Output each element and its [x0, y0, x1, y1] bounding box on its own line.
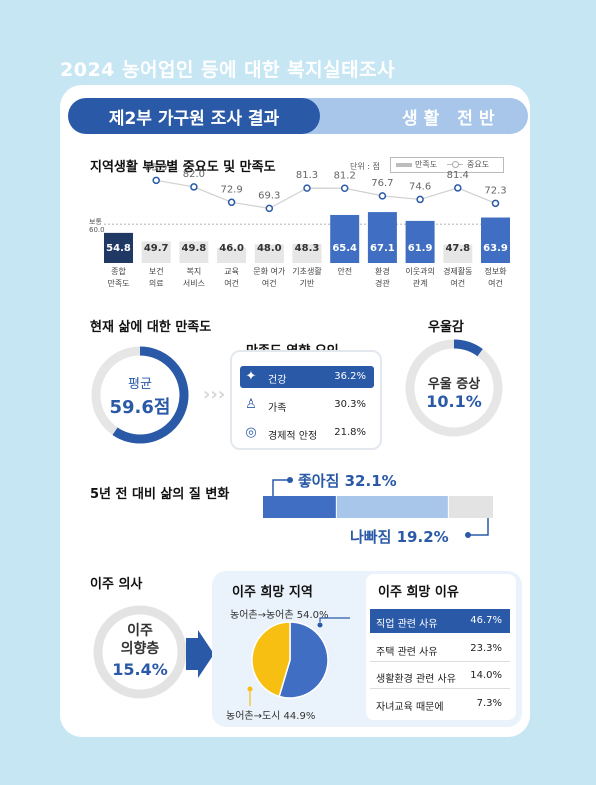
depression-title: 우울감	[428, 320, 464, 335]
avg-label: 평균	[128, 377, 152, 392]
chart-legend: 만족도 중요도	[390, 157, 504, 173]
family-icon: ♙	[245, 397, 257, 412]
factor-row-economy: ◎ 경제적 안정 21.8%	[240, 422, 374, 444]
reason-value: 23.3%	[470, 643, 502, 654]
life-change-title: 5년 전 대비 삶의 질 변화	[90, 487, 230, 502]
factor-value: 30.3%	[334, 399, 366, 410]
running-person-icon: ✦	[245, 369, 257, 384]
rural-to-city-text: 농어촌→도시 44.9%	[226, 711, 316, 722]
legend-importance-dot	[452, 161, 459, 168]
reason-label: 자녀교육 때문에	[376, 702, 444, 713]
worse-label: 나빠짐 19.2%	[350, 528, 449, 546]
factor-value: 21.8%	[334, 427, 366, 438]
factor-row-health: ✦ 건강 36.2%	[240, 366, 374, 388]
factor-row-family: ♙ 가족 30.3%	[240, 394, 374, 416]
part-label: 제2부 가구원 조사 결과	[108, 109, 280, 129]
reason-value: 7.3%	[476, 698, 502, 709]
migration-title: 이주 의사	[90, 577, 143, 592]
intent-value: 15.4%	[112, 660, 168, 679]
section-tab: 생활 전반	[298, 98, 528, 134]
factor-value: 36.2%	[334, 371, 366, 382]
rural-to-rural-text: 농어촌→농어촌 54.0%	[230, 610, 329, 621]
factor-label: 건강	[268, 375, 287, 386]
coins-icon: ◎	[245, 425, 257, 440]
region-title: 이주 희망 지역	[232, 585, 313, 600]
factors-box: ✦ 건강 36.2% ♙ 가족 30.3% ◎ 경제적 안정 21.8%	[230, 350, 382, 450]
depression-value: 10.1%	[426, 392, 482, 411]
reason-title: 이주 희망 이유	[378, 585, 459, 600]
reason-row: 주택 관련 사유 23.3%	[370, 637, 510, 662]
life-satisfaction-title: 현재 삶에 대한 만족도	[90, 320, 212, 335]
reason-row: 직업 관련 사유 46.7%	[370, 609, 510, 633]
section-label: 생활 전반	[402, 109, 501, 129]
reason-label: 생활환경 관련 사유	[376, 674, 456, 685]
reason-value: 14.0%	[470, 670, 502, 681]
reason-label: 직업 관련 사유	[376, 619, 438, 630]
reason-value: 46.7%	[470, 615, 502, 626]
reason-row: 자녀교육 때문에 7.3%	[370, 692, 510, 716]
reason-row: 생활환경 관련 사유 14.0%	[370, 664, 510, 689]
intent-label-1: 이주	[127, 623, 153, 639]
part-tab: 제2부 가구원 조사 결과	[68, 98, 320, 134]
better-label: 좋아짐 32.1%	[298, 472, 397, 490]
baseline-value: 60.0	[89, 226, 105, 234]
baseline-label: 보통	[89, 218, 102, 226]
legend-importance-label: 중요도	[467, 160, 490, 169]
avg-value: 59.6점	[109, 397, 171, 418]
section-header: 생활 전반 제2부 가구원 조사 결과	[68, 98, 528, 134]
unit-label: 단위 : 점	[350, 162, 380, 171]
legend-satisfaction-label: 만족도	[415, 160, 438, 169]
factor-label: 경제적 안정	[268, 431, 318, 442]
page-title: 2024 농어업인 등에 대한 복지실태조사	[60, 59, 396, 81]
reasons-box	[366, 574, 516, 720]
rural-to-rural-label: 농어촌→농어촌 54.0%	[230, 606, 329, 621]
reason-label: 주택 관련 사유	[376, 647, 438, 658]
regional-title: 지역생활 부문별 중요도 및 만족도	[90, 160, 276, 175]
depression-label: 우울 증상	[427, 377, 481, 392]
legend-satisfaction-swatch	[396, 163, 412, 167]
intent-label-2: 의향층	[120, 641, 160, 657]
factor-label: 가족	[268, 403, 287, 414]
